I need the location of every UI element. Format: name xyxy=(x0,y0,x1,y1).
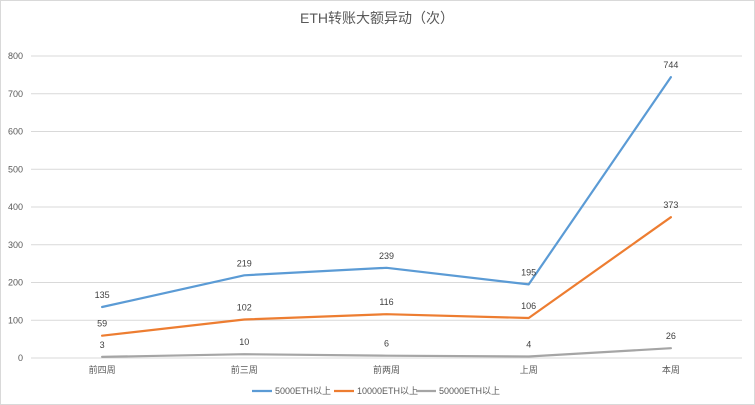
data-label: 219 xyxy=(237,258,252,268)
legend-label: 10000ETH以上 xyxy=(357,386,418,396)
series-line-1 xyxy=(100,75,673,309)
legend-label: 5000ETH以上 xyxy=(275,386,331,396)
data-label: 6 xyxy=(384,339,389,349)
legend-item-3: 50000ETH以上 xyxy=(416,386,500,396)
legend-label: 50000ETH以上 xyxy=(439,386,500,396)
data-label: 116 xyxy=(379,297,393,307)
data-label: 239 xyxy=(379,251,394,261)
data-label: 10 xyxy=(239,337,249,347)
series-lines xyxy=(100,75,673,358)
y-tick-label: 700 xyxy=(8,89,23,99)
y-tick-label: 500 xyxy=(8,164,23,174)
series-line-3 xyxy=(100,347,673,358)
data-label: 59 xyxy=(97,319,107,329)
data-label: 373 xyxy=(663,200,678,210)
x-tick-label: 前四周 xyxy=(89,364,116,375)
data-label: 106 xyxy=(521,301,536,311)
gridlines xyxy=(31,55,742,359)
data-label: 135 xyxy=(95,290,110,300)
data-label: 744 xyxy=(663,60,678,70)
y-tick-label: 400 xyxy=(8,202,23,212)
y-tick-label: 0 xyxy=(18,353,23,363)
x-tick-label: 前三周 xyxy=(231,364,258,375)
legend-item-1: 5000ETH以上 xyxy=(252,386,331,396)
y-tick-label: 300 xyxy=(8,240,23,250)
data-label: 26 xyxy=(666,331,676,341)
legend-item-2: 10000ETH以上 xyxy=(334,386,418,396)
y-axis-ticks: 0 100 200 300 400 500 600 700 800 xyxy=(8,51,23,363)
y-tick-label: 600 xyxy=(8,127,23,137)
y-tick-label: 100 xyxy=(8,315,23,325)
data-label: 4 xyxy=(526,339,531,349)
x-tick-label: 本周 xyxy=(662,364,680,375)
data-label: 3 xyxy=(100,340,105,350)
x-tick-label: 前两周 xyxy=(373,364,400,375)
y-tick-label: 800 xyxy=(8,51,23,61)
data-label: 195 xyxy=(521,267,536,277)
legend: 5000ETH以上 10000ETH以上 50000ETH以上 xyxy=(252,386,500,396)
x-tick-label: 上周 xyxy=(520,365,538,375)
chart-title: ETH转账大额异动（次） xyxy=(300,10,454,26)
y-tick-label: 200 xyxy=(8,278,23,288)
series-line-2 xyxy=(100,216,673,337)
x-axis-ticks: 前四周 前三周 前两周 上周 本周 xyxy=(89,364,680,375)
data-label: 102 xyxy=(237,302,252,312)
